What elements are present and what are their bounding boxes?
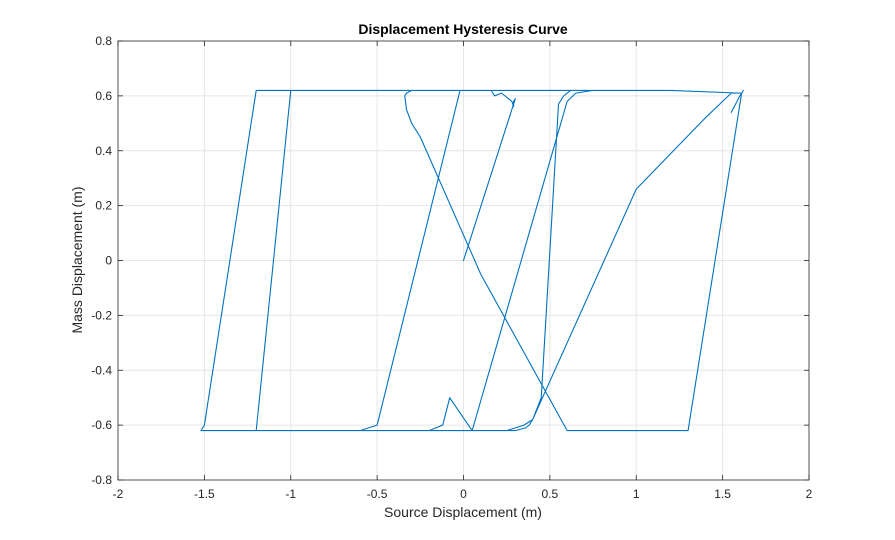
x-tick-label: 0.5	[542, 487, 559, 501]
y-tick-label: 0.2	[95, 199, 112, 213]
x-tick-label: 0	[460, 487, 467, 501]
ticks-layer: -2 -1.5 -1 -0.5 0 0.5 1 1.5 2 -0.8 -0.6 -0.4 -0.2 0 0.…	[91, 34, 812, 501]
chart-title: Displacement Hysteresis Curve	[358, 21, 568, 37]
grid-layer	[118, 41, 809, 480]
y-tick-label: 0.8	[95, 34, 112, 48]
series-line-0	[200, 89, 744, 432]
y-tick-label: 0	[105, 254, 112, 268]
x-tick-label: -2	[113, 487, 124, 501]
y-tick-label: 0.6	[95, 89, 112, 103]
x-tick-label: -0.5	[367, 487, 388, 501]
y-tick-label: 0.4	[95, 144, 112, 158]
x-tick-label: 2	[806, 487, 813, 501]
y-tick-label: -0.4	[91, 363, 112, 377]
y-tick-label: -0.2	[91, 308, 112, 322]
series-layer	[200, 89, 744, 432]
x-tick-label: 1	[633, 487, 640, 501]
y-axis-title: Mass Displacement (m)	[69, 186, 85, 333]
x-tick-label: -1.5	[194, 487, 215, 501]
y-tick-label: -0.8	[91, 473, 112, 487]
x-axis-title: Source Displacement (m)	[384, 504, 542, 520]
x-tick-label: -1	[285, 487, 296, 501]
y-tick-label: -0.6	[91, 418, 112, 432]
x-tick-label: 1.5	[714, 487, 731, 501]
